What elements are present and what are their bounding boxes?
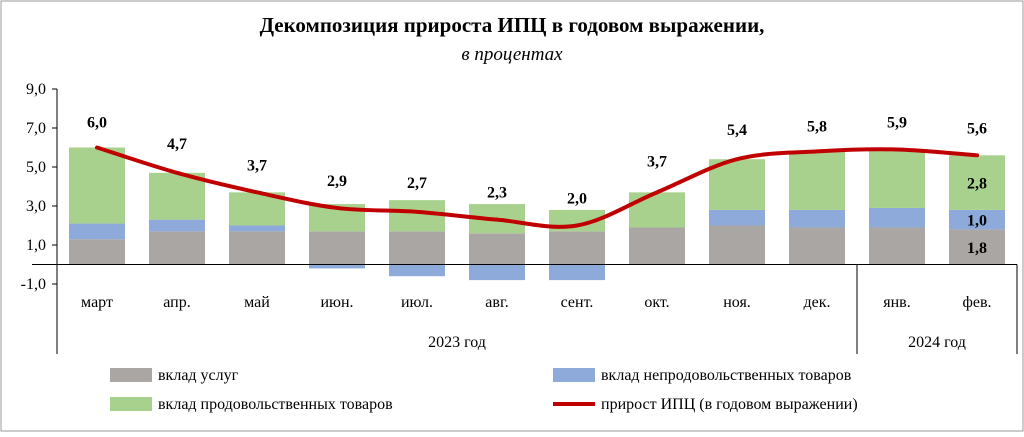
bar-segment [309, 264, 365, 269]
x-axis: март апр. май июн. июл. авг. сент. окт. ноя. дек.… [32, 264, 1018, 354]
food-value-label: 2,8 [967, 176, 987, 193]
bar-segment [789, 209, 845, 228]
cpi-line [95, 145, 979, 229]
bar-segment [869, 227, 925, 265]
y-tick-label: -1,0 [21, 276, 46, 293]
bar-segment [69, 223, 125, 240]
bar-segment [69, 147, 125, 224]
chart-title: Декомпозиция прироста ИПЦ в годовом выра… [260, 13, 765, 37]
bar-segment [149, 172, 205, 220]
legend-label: прирост ИПЦ (в годовом выражении) [601, 396, 858, 413]
bar-segment [629, 227, 685, 265]
cpi-value-label: 2,3 [487, 185, 507, 202]
chart-subtitle: в процентах [461, 44, 563, 65]
cpi-value-label: 6,0 [87, 115, 107, 132]
y-axis: 9,0 7,0 5,0 3,0 1,0 -1,0 [21, 81, 58, 354]
cpi-value-label: 2,0 [567, 191, 587, 208]
y-tick-label: 3,0 [26, 198, 46, 215]
x-category-label: авг. [485, 294, 508, 311]
data-labels: 6,0 4,7 3,7 2,9 2,7 2,3 2,0 3,7 5,4 5,8 5,9 5,6 1,8 1… [87, 114, 987, 257]
bar-segment [789, 227, 845, 265]
bar-segment [229, 225, 285, 232]
cpi-value-label: 2,9 [327, 173, 347, 190]
cpi-line-layer [95, 145, 979, 229]
cpi-value-label: 5,9 [887, 114, 907, 131]
bar-segment [949, 229, 1005, 265]
services-value-label: 1,8 [967, 240, 987, 257]
cpi-value-label: 3,7 [647, 153, 667, 170]
x-category-label: дек. [803, 294, 830, 311]
x-category-label: апр. [163, 294, 190, 311]
x-category-label: март [81, 294, 113, 311]
x-category-label: май [244, 294, 270, 311]
bar-segment [549, 264, 605, 281]
x-group-label: 2024 год [908, 334, 966, 351]
legend: вклад услуг вклад непродовольственных тов… [110, 367, 858, 413]
bar-segment [709, 159, 765, 210]
bar-segment [389, 264, 445, 277]
x-category-label: ноя. [723, 294, 751, 311]
legend-swatch [553, 368, 595, 382]
x-category-label: янв. [883, 294, 910, 311]
legend-label: вклад продовольственных товаров [158, 396, 393, 413]
bar-segment [869, 149, 925, 208]
bar-segment [469, 264, 525, 281]
legend-label: вклад непродовольственных товаров [601, 367, 852, 384]
bar-segment [709, 225, 765, 265]
x-category-label: июл. [401, 294, 433, 311]
bar-segment [549, 231, 605, 265]
bar-segment [949, 155, 1005, 210]
cpi-value-label: 5,8 [807, 118, 827, 135]
y-tick-label: 7,0 [26, 120, 46, 137]
bar-segment [869, 207, 925, 228]
x-category-label: сент. [561, 294, 594, 311]
legend-swatch [110, 397, 152, 411]
bar-segment [389, 200, 445, 232]
y-tick-label: 5,0 [26, 159, 46, 176]
bar-segment [229, 231, 285, 265]
bar-segment [629, 192, 685, 228]
bar-segment [149, 231, 205, 265]
x-group-label: 2023 год [428, 334, 486, 351]
bar-segment [949, 209, 1005, 230]
cpi-value-label: 2,7 [407, 175, 427, 192]
bar-segment [789, 151, 845, 210]
legend-label: вклад услуг [158, 367, 239, 384]
y-tick-label: 1,0 [26, 237, 46, 254]
x-category-label: июн. [320, 294, 353, 311]
bar-segment [469, 233, 525, 265]
bar-segment [69, 239, 125, 265]
cpi-value-label: 5,6 [967, 120, 987, 137]
cpi-value-label: 5,4 [727, 122, 747, 139]
bar-segment [709, 209, 765, 226]
bars [69, 147, 1005, 281]
cpi-value-label: 3,7 [247, 157, 267, 174]
y-tick-label: 9,0 [26, 81, 46, 98]
cpi-value-label: 4,7 [167, 136, 187, 153]
bar-segment [389, 231, 445, 265]
bar-segment [149, 219, 205, 232]
nonfood-value-label: 1,0 [967, 213, 987, 230]
x-category-label: окт. [644, 294, 669, 311]
x-category-label: фев. [962, 294, 991, 311]
bar-segment [309, 231, 365, 265]
legend-swatch [110, 368, 152, 382]
